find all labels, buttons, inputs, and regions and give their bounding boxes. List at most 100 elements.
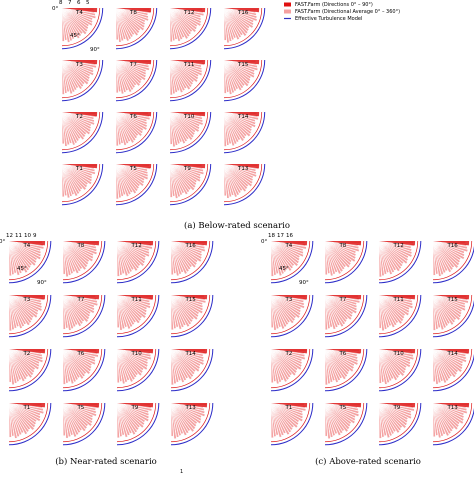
polar-bar: [223, 7, 237, 39]
polar-bar: [270, 402, 299, 426]
directional-bar: [433, 295, 470, 300]
farm-arc: [115, 59, 155, 99]
panel-c: T4 T8 T12 T16 T3 T7 T11 T15 T2 T6 T10 T14 T1 T5 T9 T13 0…: [261, 233, 474, 446]
polar-subplot: T11: [378, 294, 422, 338]
directional-bar: [9, 241, 46, 246]
farm-arc: [324, 348, 365, 389]
directional-bar: [116, 164, 152, 169]
polar-bar: [8, 402, 31, 431]
effective-turbulence-arc: [61, 7, 104, 50]
polar-bar: [170, 402, 197, 428]
polar-subplot: T13: [223, 163, 266, 206]
polar-bar: [170, 402, 198, 425]
polar-bar: [61, 59, 79, 89]
polar-bar: [116, 294, 126, 330]
polar-bar: [8, 240, 37, 267]
polar-bar: [378, 294, 405, 320]
polar-bar: [115, 59, 137, 86]
polar-bar: [115, 59, 122, 92]
polar-bar: [116, 348, 144, 374]
polar-bar: [324, 348, 339, 383]
farm-arc: [61, 163, 101, 203]
polar-bar: [223, 163, 235, 196]
polar-bar: [223, 7, 242, 39]
effective-turbulence-arc: [170, 402, 214, 446]
polar-bar: [61, 111, 91, 135]
turbine-label: T12: [183, 10, 194, 16]
polar-bar: [378, 348, 406, 374]
polar-bar: [62, 402, 87, 432]
directional-bar: [271, 295, 308, 300]
legend-swatch: [284, 9, 291, 14]
turbine-label: T13: [237, 166, 249, 172]
effective-turbulence-arc: [223, 59, 266, 102]
polar-bar: [169, 59, 194, 86]
farm-arc: [169, 163, 209, 203]
polar-bar: [378, 240, 397, 271]
polar-bar: [324, 402, 334, 438]
polar-bar: [270, 402, 290, 436]
farm-arc: [270, 294, 311, 335]
polar-bar: [170, 294, 199, 321]
polar-subplot: T12: [378, 240, 422, 284]
polar-bar: [169, 111, 188, 143]
polar-bar: [115, 59, 143, 82]
polar-bar: [61, 59, 86, 85]
polar-subplot: T16: [432, 240, 474, 284]
polar-bar: [324, 402, 338, 435]
polar-bar: [115, 163, 137, 195]
polar-bar: [169, 111, 173, 145]
turbine-label: T2: [22, 351, 30, 357]
polar-bar: [169, 111, 200, 133]
polar-bar: [61, 111, 92, 133]
polar-bar: [223, 59, 246, 87]
farm-arc: [432, 348, 473, 389]
polar-bar: [61, 7, 73, 42]
polar-bar: [115, 59, 133, 93]
polar-bar: [62, 240, 83, 270]
polar-bar: [61, 7, 68, 41]
polar-bar: [170, 294, 179, 328]
polar-bar: [223, 7, 244, 36]
polar-bar: [169, 59, 180, 92]
effective-turbulence-arc: [223, 111, 266, 154]
polar-bar: [223, 111, 241, 141]
turbine-label: T6: [129, 114, 137, 120]
polar-bar: [115, 111, 144, 132]
polar-bar: [378, 402, 393, 437]
polar-bar: [324, 240, 331, 274]
polar-bar: [8, 402, 36, 428]
turbine-label: T6: [76, 351, 84, 357]
polar-bar: [324, 240, 353, 263]
polar-bar: [432, 348, 457, 378]
polar-bar: [170, 240, 197, 269]
polar-bar: [169, 111, 196, 136]
polar-subplot: T8: [115, 7, 158, 50]
polar-bar: [115, 163, 124, 197]
polar-bar: [8, 294, 31, 326]
polar-bar: [324, 402, 352, 425]
turbine-label: T4: [75, 10, 83, 16]
directional-bar: [117, 349, 154, 354]
farm-arc: [169, 59, 209, 99]
polar-bar: [62, 348, 81, 379]
polar-bar: [169, 7, 183, 41]
polar-bar: [61, 7, 89, 33]
polar-bar: [116, 240, 135, 271]
polar-bar: [169, 7, 176, 42]
polar-bar: [8, 402, 30, 433]
polar-bar: [169, 111, 190, 140]
polar-bar: [8, 240, 12, 277]
angle-label: 0°: [0, 239, 5, 245]
polar-bar: [116, 402, 133, 434]
polar-bar: [270, 294, 285, 330]
polar-bar: [270, 294, 291, 324]
polar-bar: [116, 402, 141, 429]
effective-turbulence-arc: [169, 59, 212, 102]
polar-bar: [223, 163, 240, 196]
effective-turbulence-arc: [324, 294, 368, 338]
effective-turbulence-arc: [170, 348, 214, 392]
polar-bar: [223, 163, 247, 193]
turbine-label: T1: [75, 166, 83, 172]
polar-bar: [270, 294, 277, 331]
